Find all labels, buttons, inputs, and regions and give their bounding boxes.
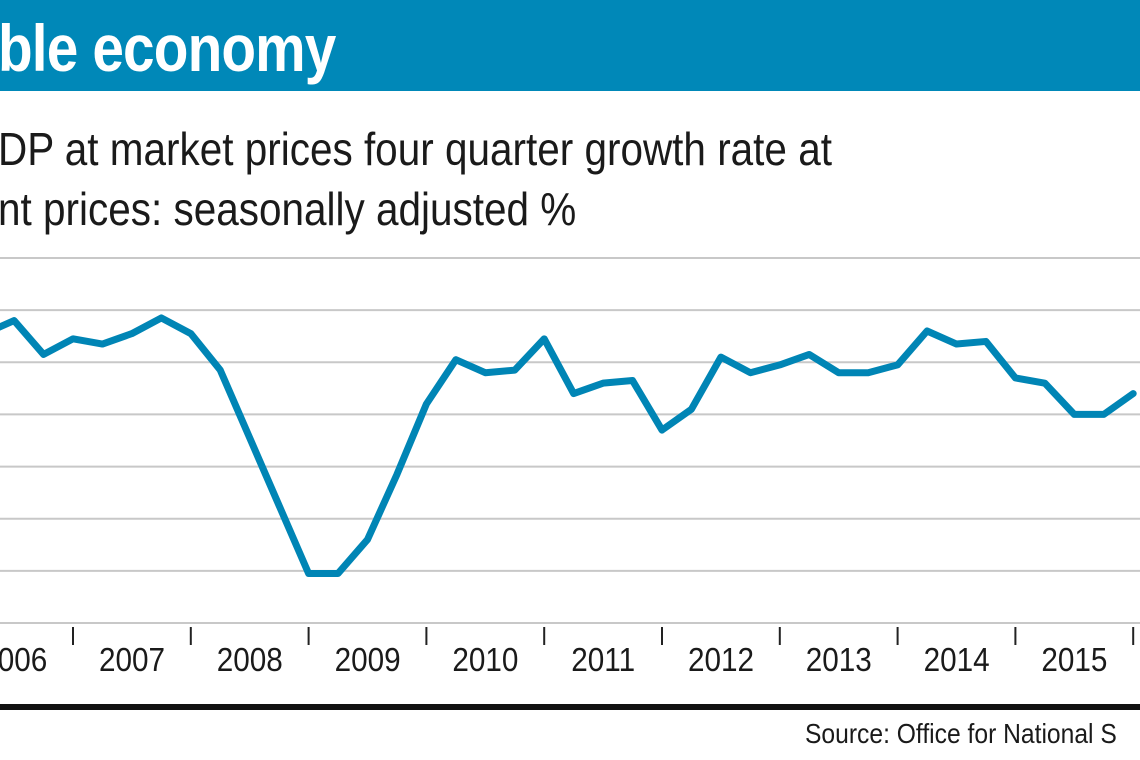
- line-chart: 2006 2007 2008 2009 2010 2011 2012 2013 2014 2015…: [0, 257, 1140, 679]
- x-tick-label: 2010: [452, 642, 518, 679]
- gdp-growth-line: [0, 314, 1137, 577]
- bottom-rule: [0, 704, 1140, 710]
- chart-title: ble economy: [0, 11, 336, 85]
- chart-header: ble economy: [0, 0, 1140, 91]
- source-note: Source: Office for National S: [805, 718, 1117, 749]
- x-tick-label: 2009: [335, 642, 401, 679]
- chart-subtitle-line1: DP at market prices four quarter growth …: [0, 123, 832, 175]
- x-tick-label: 2014: [924, 642, 990, 679]
- x-tick-label: 2012: [688, 642, 754, 679]
- x-tick-label: 2006: [0, 642, 47, 679]
- chart-subtitle-line2: nt prices: seasonally adjusted %: [0, 183, 577, 235]
- x-tick-label: 2011: [571, 642, 635, 679]
- x-tick-label: 2007: [99, 642, 165, 679]
- x-tick-label: 2013: [806, 642, 872, 679]
- x-tick-label: 2015: [1041, 642, 1107, 679]
- x-tick-label: 2008: [217, 642, 283, 679]
